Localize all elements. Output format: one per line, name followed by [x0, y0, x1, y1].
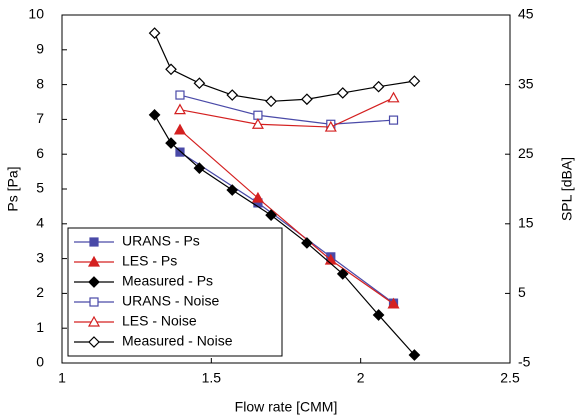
- marker: [173, 123, 186, 135]
- legend-marker: [89, 237, 99, 247]
- marker: [193, 162, 206, 174]
- marker: [165, 63, 177, 76]
- marker: [336, 87, 349, 99]
- x-tick-label: 2.5: [500, 370, 520, 386]
- marker: [408, 349, 421, 361]
- legend-marker: [89, 297, 99, 307]
- marker: [253, 110, 263, 120]
- marker: [301, 93, 313, 106]
- x-axis-label: Flow rate [CMM]: [235, 399, 338, 415]
- y2-tick-label: -5: [518, 354, 531, 370]
- marker: [372, 309, 385, 321]
- legend-marker: [88, 276, 100, 288]
- legend-label: LES - Noise: [122, 313, 197, 329]
- legend-marker: [87, 255, 101, 267]
- marker: [387, 297, 400, 309]
- y-tick-label: 7: [36, 110, 44, 126]
- marker: [388, 115, 399, 125]
- y2-axis-label: SPL [dBA]: [559, 157, 575, 221]
- marker: [226, 89, 239, 101]
- marker: [372, 80, 385, 93]
- marker: [148, 109, 161, 121]
- marker: [324, 120, 337, 132]
- y2-tick-label: 15: [518, 215, 534, 231]
- legend-label: URANS - Ps: [122, 233, 200, 249]
- y2-tick-label: 5: [518, 284, 526, 300]
- y-tick-label: 5: [36, 180, 44, 196]
- marker: [165, 137, 177, 149]
- marker: [251, 191, 264, 203]
- marker: [265, 95, 277, 108]
- y-tick-label: 10: [28, 6, 44, 22]
- series-line: [179, 129, 394, 305]
- x-tick-label: 2: [357, 370, 365, 386]
- marker: [173, 103, 186, 115]
- marker: [175, 147, 185, 157]
- series-line: [179, 151, 394, 304]
- series-line: [179, 94, 394, 125]
- marker: [387, 91, 400, 103]
- marker: [251, 118, 264, 129]
- y2-tick-label: 35: [518, 75, 534, 91]
- series-line: [154, 32, 415, 102]
- legend-marker: [88, 336, 100, 348]
- series-line: [179, 97, 394, 128]
- legend-marker: [87, 315, 101, 327]
- legend-label: Measured - Noise: [122, 333, 233, 349]
- x-tick-label: 1.5: [202, 370, 222, 386]
- marker: [336, 268, 349, 280]
- marker: [408, 75, 421, 87]
- y2-tick-label: 25: [518, 145, 534, 161]
- y-tick-label: 1: [36, 319, 44, 335]
- legend-box: [67, 227, 283, 357]
- marker: [148, 27, 161, 39]
- y-axis-label: Ps [Pa]: [5, 166, 21, 211]
- marker: [193, 77, 206, 90]
- y-tick-label: 9: [36, 41, 44, 57]
- legend-label: Measured - Ps: [122, 273, 213, 289]
- marker: [301, 237, 313, 249]
- legend-label: LES - Ps: [122, 253, 177, 269]
- y-tick-label: 4: [36, 215, 44, 231]
- y2-tick-label: 45: [518, 6, 534, 22]
- y-tick-label: 8: [36, 75, 44, 91]
- marker: [175, 90, 185, 100]
- y-tick-label: 6: [36, 145, 44, 161]
- legend-label: URANS - Noise: [122, 293, 219, 309]
- y-tick-label: 3: [36, 249, 44, 265]
- marker: [226, 184, 239, 196]
- x-tick-label: 1: [58, 370, 66, 386]
- y-tick-label: 2: [36, 284, 44, 300]
- marker: [265, 209, 277, 221]
- y-tick-label: 0: [36, 354, 44, 370]
